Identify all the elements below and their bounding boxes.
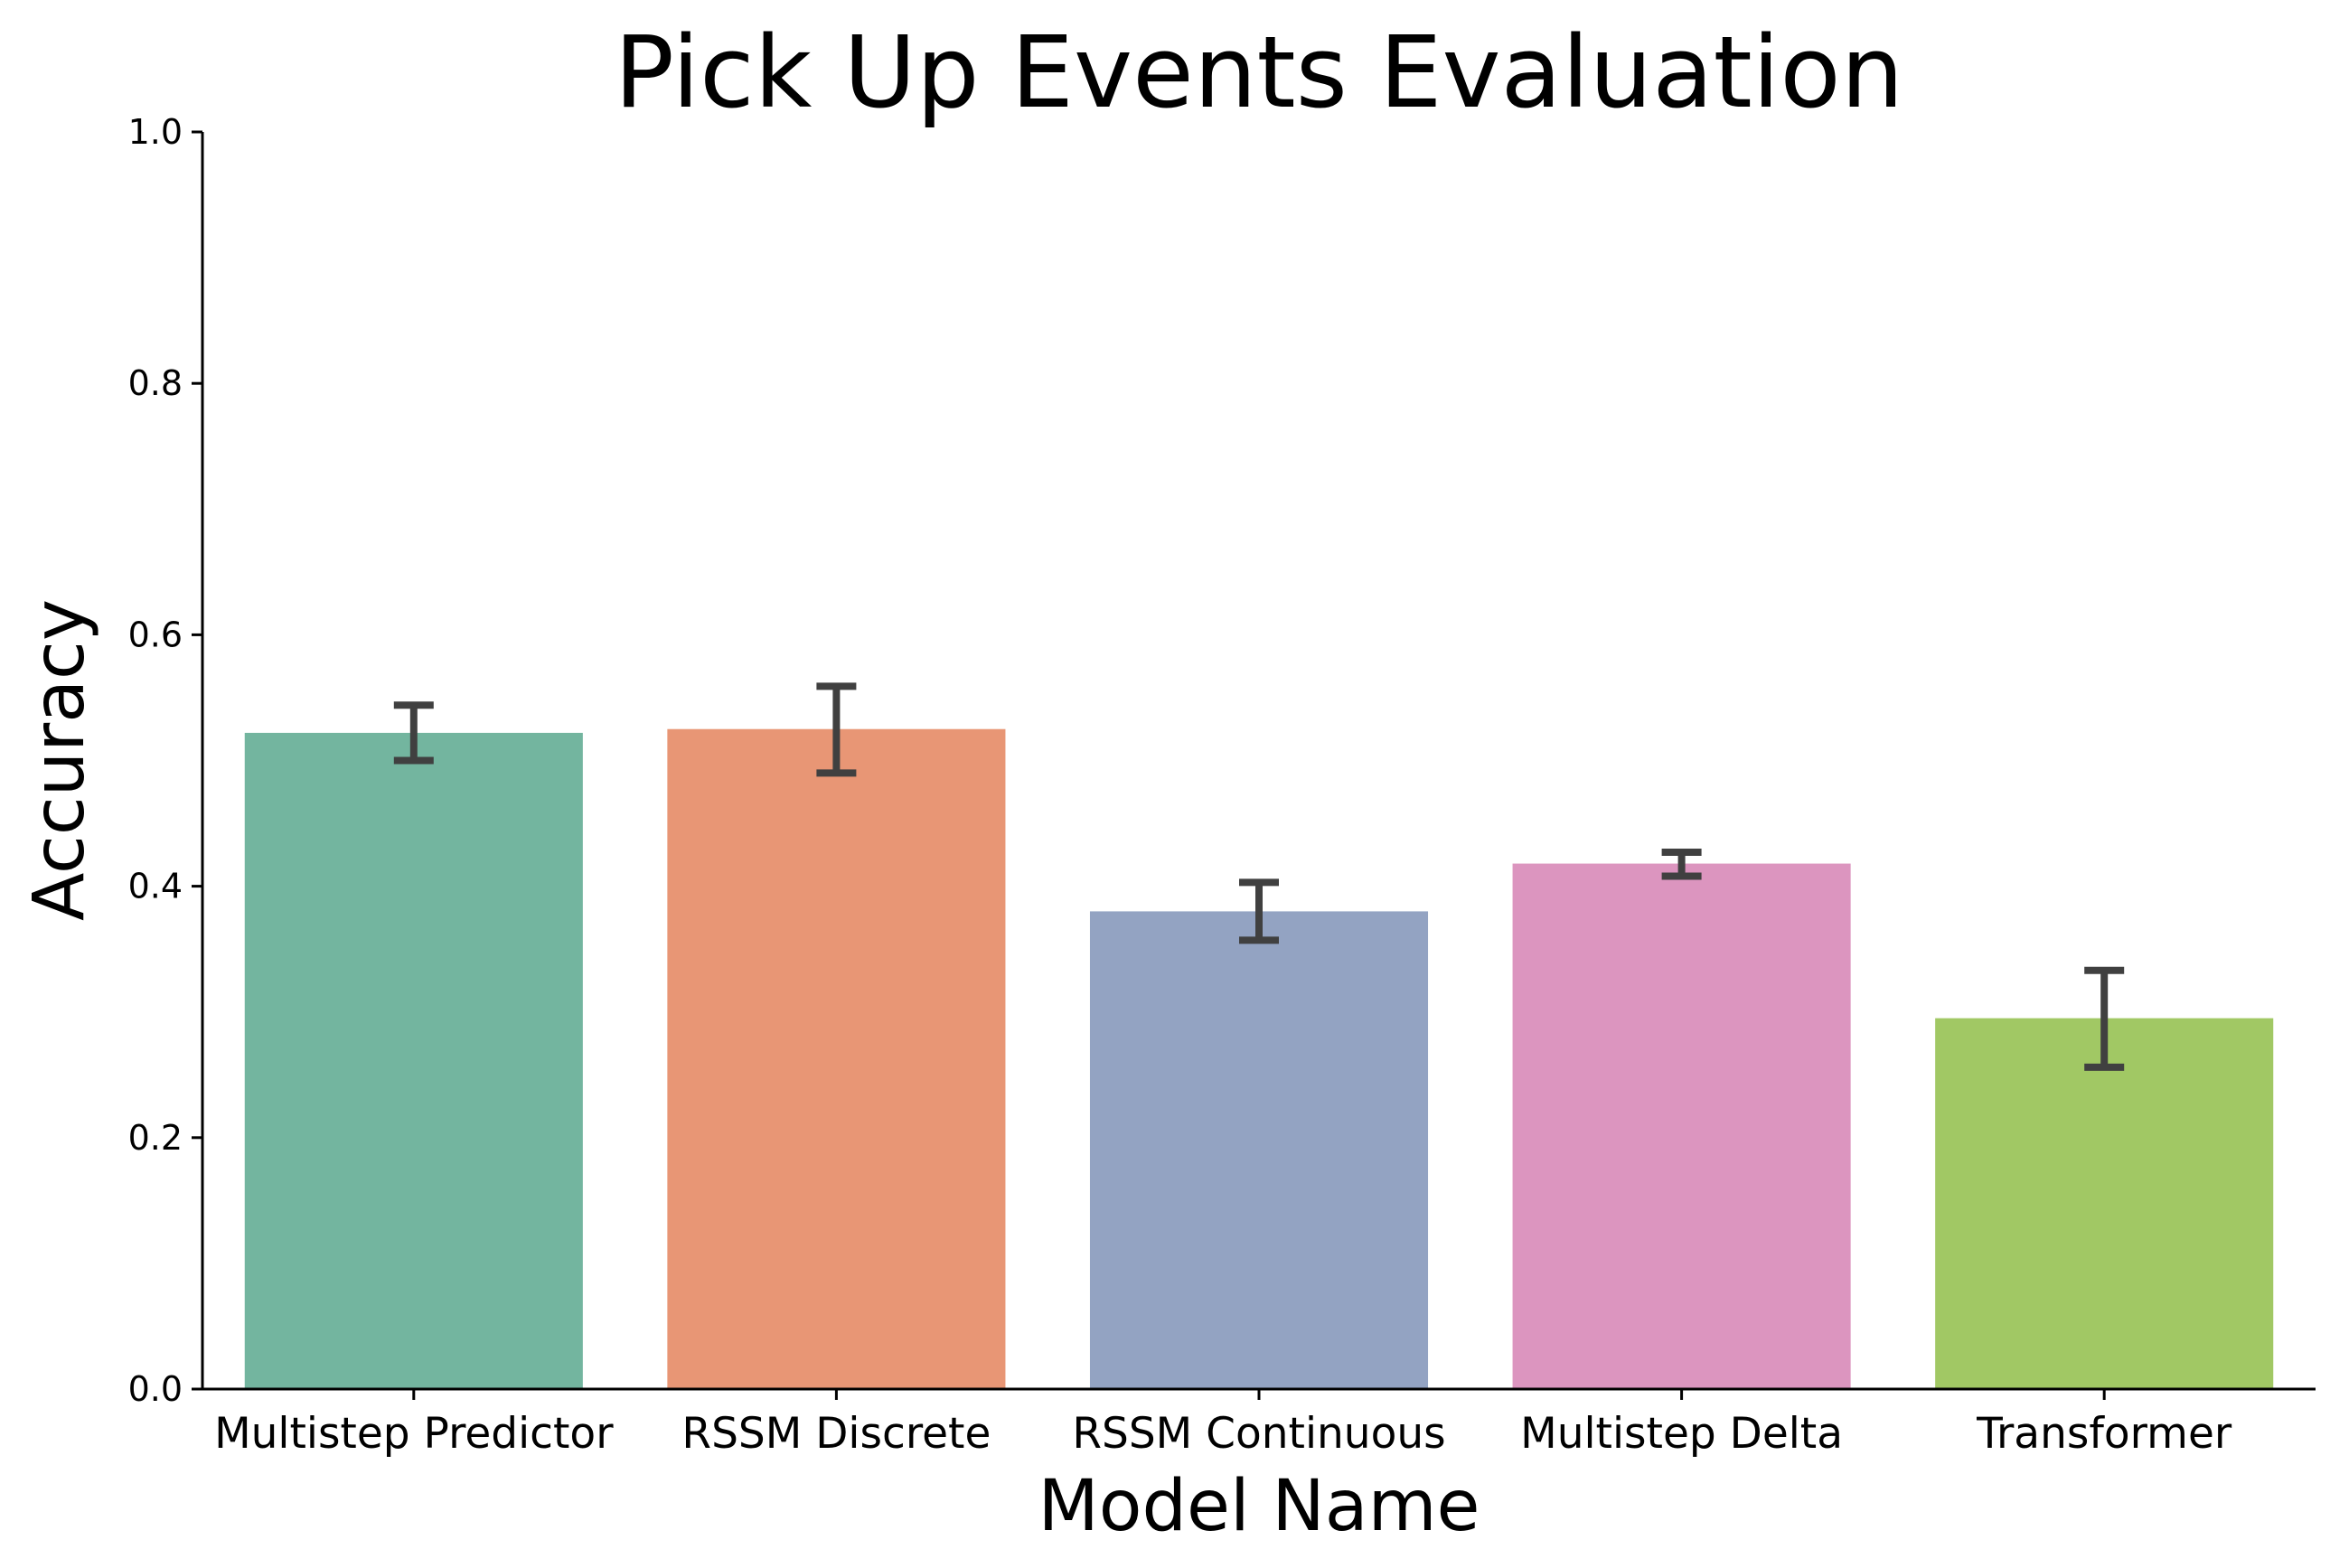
- y-tick-label: 0.6: [128, 615, 183, 654]
- y-axis-ticks: 0.0 0.2 0.4 0.6 0.8 1.0: [128, 112, 202, 1409]
- bars-group: [244, 728, 2274, 1389]
- x-axis-label: Model Name: [1038, 1466, 1480, 1547]
- bar: [1935, 1018, 2274, 1389]
- y-tick-label: 0.0: [128, 1369, 183, 1409]
- y-tick-label: 0.8: [128, 363, 183, 403]
- y-tick-label: 0.4: [128, 867, 183, 906]
- bar: [1512, 863, 1851, 1389]
- y-tick-label: 1.0: [128, 112, 183, 152]
- x-tick-label: RSSM Continuous: [1072, 1409, 1445, 1459]
- x-tick-label: Transformer: [1976, 1409, 2232, 1459]
- x-tick-label: Multistep Predictor: [214, 1409, 614, 1459]
- x-tick-label: Multistep Delta: [1520, 1409, 1843, 1459]
- chart-title: Pick Up Events Evaluation: [615, 14, 1904, 130]
- y-tick-label: 0.2: [128, 1118, 183, 1158]
- bar: [667, 728, 1006, 1389]
- x-axis-ticks: Multistep Predictor RSSM Discrete RSSM Con…: [214, 1389, 2232, 1459]
- bar: [244, 732, 583, 1389]
- error-bars-group: [393, 682, 2125, 1071]
- bar: [1089, 911, 1429, 1389]
- y-axis-label: Accuracy: [19, 599, 100, 921]
- x-tick-label: RSSM Discrete: [681, 1409, 991, 1459]
